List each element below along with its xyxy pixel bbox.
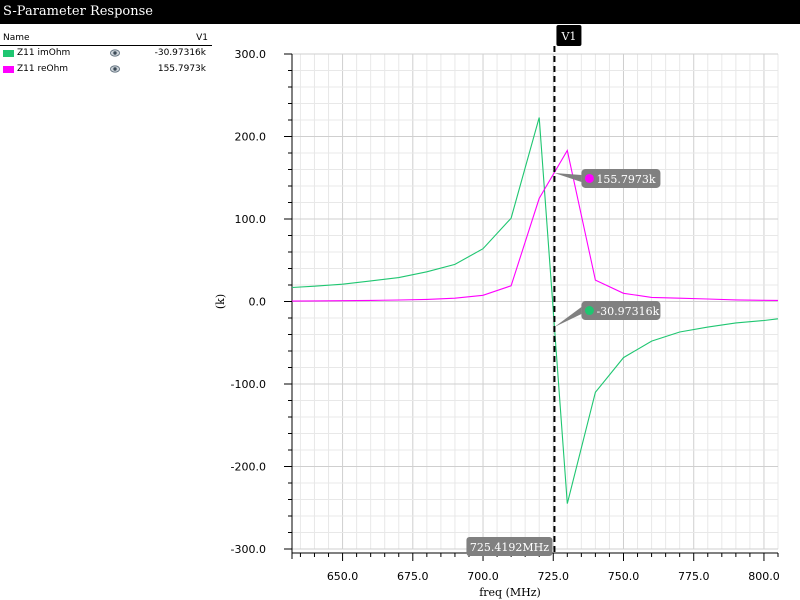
y-tick-label: 200.0 (235, 131, 267, 144)
marker-x-readout-text: 725.4192MHz (470, 541, 549, 554)
y-axis-title: (k) (214, 294, 227, 309)
eye-icon[interactable] (110, 65, 120, 73)
legend-header: Name V1 (0, 30, 212, 46)
x-tick-label: 675.0 (397, 570, 429, 583)
marker-readout-dot (584, 306, 594, 316)
marker-label-v1[interactable]: V1 (556, 25, 582, 46)
marker-readout-pointer (554, 172, 582, 182)
marker-readout-text: -30.97316k (596, 305, 659, 318)
legend-series-value: 155.7973k (157, 64, 206, 74)
y-tick-label: 100.0 (235, 213, 267, 226)
series-line-z11-imohm (291, 117, 779, 504)
y-tick-label: 300.0 (235, 48, 267, 61)
marker-readout-box (581, 168, 661, 188)
marker-readout-z11-reohm: 155.7973k (554, 168, 661, 188)
marker-x-readout: 725.4192MHz (466, 537, 553, 556)
y-tick-label: -300.0 (231, 543, 266, 556)
legend-series-name: Z11 reOhm (17, 64, 69, 74)
x-tick-label: 650.0 (327, 570, 359, 583)
legend-swatch (3, 66, 14, 73)
legend-row-z11-reohm[interactable]: Z11 reOhm 155.7973k (0, 62, 212, 78)
legend-name-header: Name (3, 33, 30, 43)
marker-label-box (556, 25, 582, 46)
legend-series-value: -30.97316k (154, 48, 206, 58)
window-titlebar: S-Parameter Response (0, 0, 800, 24)
y-tick-label: 0.0 (249, 296, 267, 309)
x-tick-label: 750.0 (608, 570, 640, 583)
marker-readout-z11-imohm: -30.97316k (554, 301, 661, 328)
x-tick-label: 775.0 (678, 570, 710, 583)
legend-row-z11-imohm[interactable]: Z11 imOhm -30.97316k (0, 46, 212, 62)
legend-series-name: Z11 imOhm (17, 48, 71, 58)
eye-icon[interactable] (110, 49, 120, 57)
marker-x-readout-box (466, 537, 553, 556)
series-line-z11-reohm (291, 149, 779, 302)
y-tick-label: -100.0 (231, 378, 266, 391)
legend-value-header: V1 (196, 33, 208, 43)
marker-readout-text: 155.7973k (596, 173, 655, 186)
marker-readout-dot (584, 173, 594, 183)
x-axis-title: freq (MHz) (479, 586, 541, 599)
marker-readout-box (581, 301, 661, 321)
x-tick-label: 800.0 (748, 570, 780, 583)
x-tick-label: 725.0 (538, 570, 570, 583)
grid (292, 53, 779, 550)
x-tick-label: 700.0 (467, 570, 499, 583)
marker-label-text: V1 (560, 30, 576, 43)
legend-swatch (3, 50, 14, 57)
marker-readout-pointer (554, 307, 582, 328)
window-title: S-Parameter Response (3, 4, 153, 19)
y-tick-label: -200.0 (231, 461, 266, 474)
legend-panel: Name V1 Z11 imOhm -30.97316k Z11 reOhm 1… (0, 30, 212, 78)
